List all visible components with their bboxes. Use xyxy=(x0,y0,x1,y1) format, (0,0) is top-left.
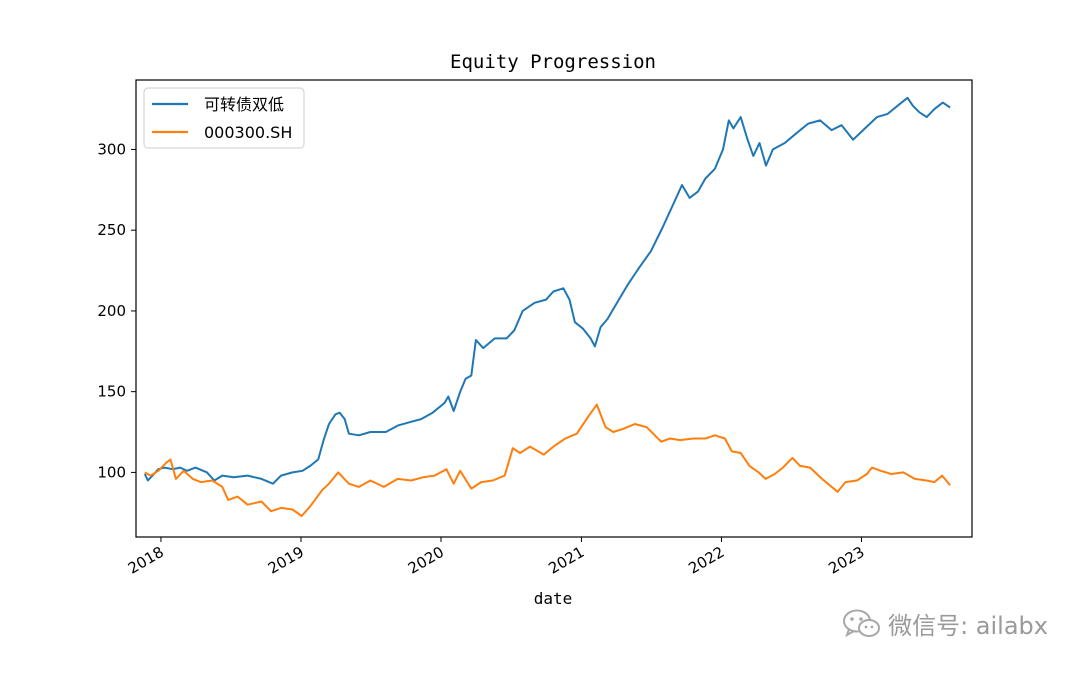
y-tick-label: 150 xyxy=(97,383,126,401)
y-tick-label: 300 xyxy=(97,140,126,158)
series-line-2 xyxy=(144,403,951,517)
y-tick-label: 200 xyxy=(97,302,126,320)
series-line-1 xyxy=(143,96,951,485)
y-tick-label: 250 xyxy=(97,221,126,239)
x-tick-label: 2020 xyxy=(405,543,447,578)
watermark-text: 微信号: ailabx xyxy=(888,612,1048,640)
watermark: 微信号: ailabx xyxy=(842,606,1048,641)
x-axis: 2018 2019 2020 2021 2022 2023 xyxy=(125,537,868,578)
y-axis: 100 150 200 250 300 xyxy=(97,140,136,481)
x-axis-label: date xyxy=(534,589,573,608)
legend-label-series-1: 可转债双低 xyxy=(204,95,284,114)
wechat-icon xyxy=(843,609,881,637)
plot-lines xyxy=(143,96,951,517)
x-tick-label: 2022 xyxy=(685,543,727,578)
x-tick-label: 2018 xyxy=(125,543,167,578)
x-tick-label: 2023 xyxy=(825,543,867,578)
legend: 可转债双低 000300.SH xyxy=(143,87,305,149)
x-tick-label: 2019 xyxy=(265,543,307,578)
legend-label-series-2: 000300.SH xyxy=(204,123,292,142)
y-tick-label: 100 xyxy=(97,463,126,481)
plot-frame xyxy=(135,79,973,538)
chart-title: Equity Progression xyxy=(450,51,656,73)
x-tick-label: 2021 xyxy=(545,543,587,578)
